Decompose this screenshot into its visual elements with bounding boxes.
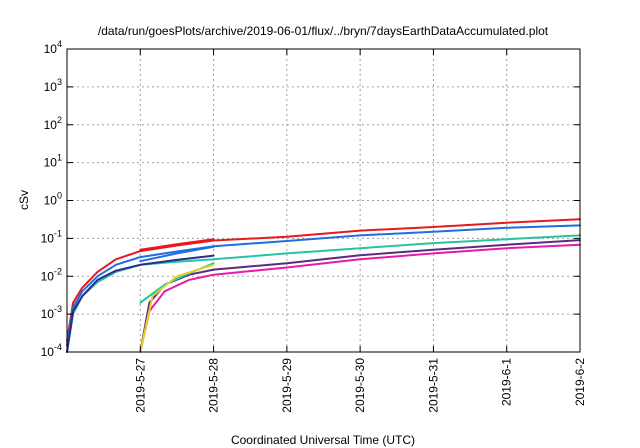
x-axis-label: Coordinated Universal Time (UTC): [231, 433, 415, 447]
y-tick-label: 10-4: [41, 342, 62, 359]
y-tick-label: 10-3: [41, 304, 62, 321]
series-line: [66, 218, 581, 342]
series-line: [139, 238, 215, 251]
x-tick-label: 2019-6-2: [573, 358, 587, 406]
x-tick-label: 2019-5-27: [133, 358, 147, 413]
series-group: [66, 218, 581, 353]
x-tick-label: 2019-5-30: [353, 358, 367, 413]
series-line: [66, 254, 215, 353]
y-tick-label: 104: [44, 39, 62, 56]
x-tick-label: 2019-5-31: [426, 358, 440, 413]
y-tick-label: 100: [44, 191, 62, 208]
y-tick-label: 101: [44, 153, 62, 170]
chart-title: /data/run/goesPlots/archive/2019-06-01/f…: [98, 24, 549, 38]
y-tick-label: 10-1: [41, 228, 62, 245]
series-line: [139, 245, 215, 263]
series-line: [139, 263, 215, 353]
series-line: [139, 243, 581, 353]
axis-ticks: 10-4 10-3 10-2 10-1 100 101 102 103 104 2019-5-27…: [41, 39, 587, 413]
x-tick-label: 2019-5-28: [207, 358, 221, 413]
x-tick-label: 2019-6-1: [500, 358, 514, 406]
grid-lines: [67, 49, 580, 352]
x-tick-label: 2019-5-29: [280, 358, 294, 413]
y-tick-label: 102: [44, 115, 62, 132]
y-tick-label: 103: [44, 77, 62, 94]
series-line: [66, 224, 581, 347]
y-axis-label: cSv: [17, 190, 31, 210]
y-tick-label: 10-2: [41, 266, 62, 283]
series-line: [139, 239, 581, 353]
